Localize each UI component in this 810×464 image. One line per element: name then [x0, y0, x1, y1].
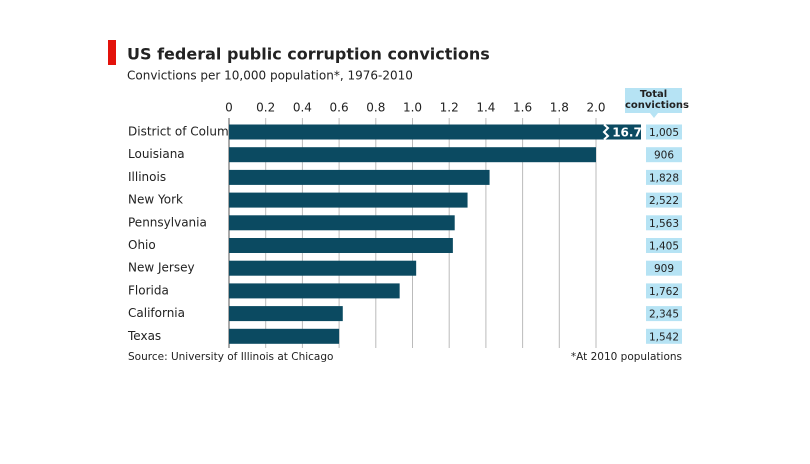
category-label: Texas [127, 329, 161, 343]
chart-subtitle: Convictions per 10,000 population*, 1976… [127, 69, 413, 83]
header-pointer [650, 113, 658, 118]
category-label: New York [128, 193, 183, 207]
total-value: 906 [654, 150, 674, 162]
x-tick-label: 1.4 [476, 101, 495, 115]
total-value: 2,345 [649, 309, 679, 321]
total-cell [646, 328, 682, 344]
total-value: 1,563 [649, 218, 679, 230]
bar [229, 238, 453, 253]
total-value: 909 [654, 263, 674, 275]
category-label: Ohio [128, 238, 156, 252]
total-value: 1,405 [649, 241, 679, 253]
x-tick-label: 0 [225, 101, 233, 115]
total-value: 1,762 [649, 286, 679, 298]
note: *At 2010 populations [571, 351, 682, 363]
bar [229, 192, 468, 208]
value-label: 16.7 [612, 126, 642, 140]
bar [229, 283, 400, 299]
bar [229, 147, 596, 163]
total-value: 1,828 [649, 172, 679, 184]
bar [229, 260, 417, 276]
x-tick-label: 1.2 [440, 101, 459, 115]
total-cell [646, 192, 682, 208]
total-cell [646, 260, 682, 276]
total-value: 2,522 [649, 195, 679, 207]
category-label: California [128, 306, 185, 320]
total-cell [646, 306, 682, 322]
x-tick-label: 1.8 [550, 101, 569, 115]
x-tick-label: 0.6 [330, 101, 349, 115]
total-cell [646, 238, 682, 253]
category-label: Louisiana [128, 147, 185, 161]
bar [229, 215, 455, 231]
x-tick-label: 2.0 [586, 101, 605, 115]
total-value: 1,005 [649, 127, 679, 139]
source: Source: University of Illinois at Chicag… [128, 351, 333, 363]
bar [229, 169, 490, 185]
x-tick-label: 0.2 [256, 101, 275, 115]
accent-bar [108, 40, 116, 65]
x-tick-label: 1.0 [403, 101, 422, 115]
category-label: Florida [128, 283, 169, 297]
category-label: New Jersey [128, 261, 195, 275]
total-cell [646, 147, 682, 163]
total-cell [646, 169, 682, 185]
x-tick-label: 1.6 [513, 101, 532, 115]
total-cell [646, 124, 682, 140]
axis-break [602, 123, 610, 141]
bar [229, 328, 340, 344]
total-value: 1,542 [649, 331, 679, 343]
total-cell [646, 283, 682, 299]
bar [229, 124, 641, 140]
chart-title: US federal public corruption convictions [127, 45, 490, 64]
category-label: Illinois [128, 170, 166, 184]
x-tick-label: 0.4 [293, 101, 312, 115]
totals-header: Total convictions [625, 88, 689, 113]
total-cell [646, 215, 682, 231]
x-tick-label: 0.8 [366, 101, 385, 115]
category-label: District of Columbia [128, 125, 247, 139]
bar [229, 306, 343, 322]
category-label: Pennsylvania [128, 215, 207, 229]
